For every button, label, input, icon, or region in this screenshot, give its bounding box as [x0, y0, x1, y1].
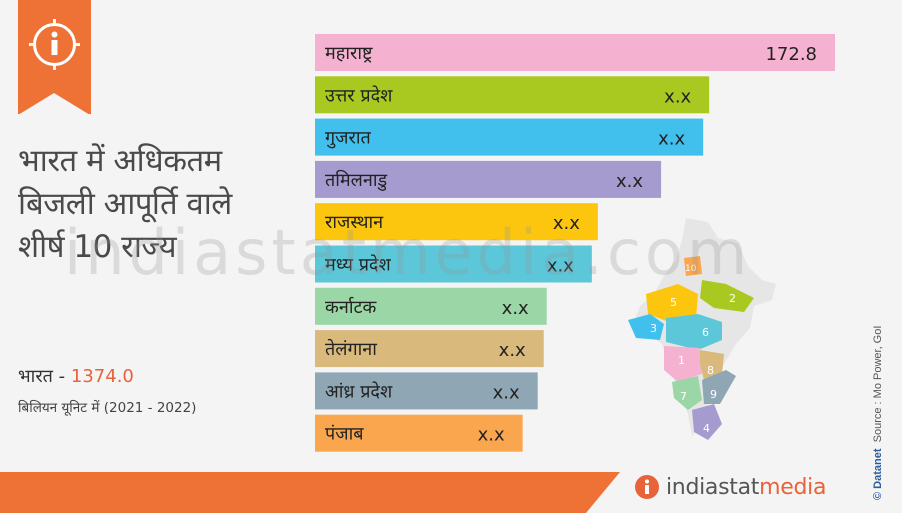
- bar-10: [315, 414, 523, 452]
- bar-value-3: x.x: [658, 129, 685, 150]
- title-line-2: बिजली आपूर्ति वाले: [18, 186, 232, 222]
- bar-label-3: गुजरात: [325, 128, 372, 149]
- bar-value-1: 172.8: [765, 44, 817, 65]
- bar-value-9: x.x: [493, 382, 520, 403]
- page-title: भारत में अधिकतम बिजली आपूर्ति वाले शीर्ष…: [18, 140, 308, 269]
- country-total-value: 1374.0: [70, 366, 134, 387]
- bar-label-8: तेलंगाना: [325, 338, 377, 360]
- bar-2: [315, 76, 710, 114]
- unit-period: बिलियन यूनिट में (2021 - 2022): [18, 400, 197, 416]
- bar-label-4: तमिलनाडु: [325, 169, 388, 191]
- source-brand: © Datanet: [872, 448, 884, 500]
- info-tab: [18, 0, 91, 115]
- map-num-1: 1: [678, 354, 685, 367]
- map-region-8: [700, 350, 724, 380]
- map-num-9: 9: [710, 388, 717, 401]
- map-num-10: 10: [685, 264, 697, 274]
- source-text: Source : Mo Power, GoI: [872, 325, 884, 443]
- bottom-strip: [0, 472, 620, 513]
- map-region-9: [702, 370, 736, 404]
- title-line-3: शीर्ष 10 राज्य: [18, 229, 177, 265]
- map-num-3: 3: [650, 322, 657, 335]
- bar-label-10: पंजाब: [325, 424, 364, 445]
- brand-name-part1: indiastat: [666, 474, 760, 500]
- source-note: © Datanet Source : Mo Power, GoI: [872, 326, 884, 500]
- bar-label-7: कर्नाटक: [325, 296, 378, 318]
- map-region-5: [646, 284, 698, 324]
- map-num-2: 2: [729, 292, 736, 305]
- watermark: indiastatmedia.com: [64, 216, 752, 289]
- bar-1: [315, 34, 835, 71]
- bar-7: [315, 287, 547, 325]
- bar-value-4: x.x: [616, 171, 643, 192]
- map-region-10: [684, 256, 702, 276]
- bar-9: [315, 372, 538, 410]
- map-num-8: 8: [707, 364, 714, 377]
- map-region-6: [666, 314, 722, 350]
- bar-value-2: x.x: [664, 86, 691, 107]
- map-region-2: [700, 280, 754, 312]
- map-num-4: 4: [703, 422, 710, 435]
- info-icon: [29, 19, 80, 70]
- map-region-1: [664, 346, 702, 382]
- map-region-7: [672, 376, 702, 410]
- brand-logo: indiastatmedia: [634, 470, 826, 504]
- bar-value-10: x.x: [478, 425, 505, 446]
- country-total: भारत - 1374.0: [18, 364, 134, 388]
- bar-label-1: महाराष्ट्र: [325, 43, 373, 64]
- map-region-4: [692, 404, 722, 440]
- bar-8: [315, 330, 544, 368]
- india-map: 1 2 3 4 5 6 7 8 9 10: [628, 218, 776, 440]
- title-line-1: भारत में अधिकतम: [18, 143, 222, 179]
- brand-info-icon: [635, 475, 659, 499]
- map-num-7: 7: [680, 390, 687, 403]
- map-region-3: [628, 314, 664, 340]
- bar-value-7: x.x: [502, 298, 529, 319]
- map-num-5: 5: [670, 296, 677, 309]
- bar-label-9: आंध्र प्रदेश: [325, 380, 393, 402]
- bar-4: [315, 160, 662, 198]
- brand-name-part2: media: [759, 474, 827, 500]
- map-num-6: 6: [702, 326, 709, 339]
- bar-value-8: x.x: [499, 340, 526, 361]
- bar-3: [315, 118, 704, 156]
- bar-label-2: उत्तर प्रदेश: [325, 84, 393, 106]
- country-label: भारत -: [18, 366, 66, 387]
